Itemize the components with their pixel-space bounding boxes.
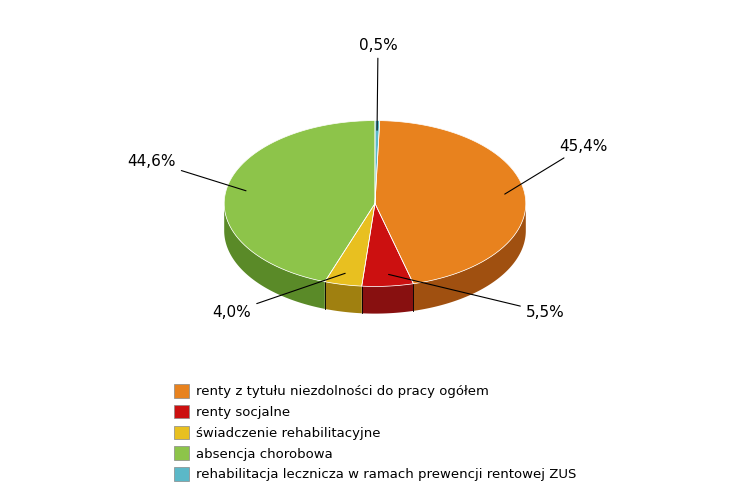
Polygon shape: [362, 284, 413, 313]
Polygon shape: [362, 204, 413, 286]
Polygon shape: [325, 204, 375, 286]
Polygon shape: [413, 204, 526, 311]
Text: 44,6%: 44,6%: [128, 154, 246, 191]
Text: 4,0%: 4,0%: [212, 274, 345, 320]
Polygon shape: [325, 282, 362, 313]
Text: 0,5%: 0,5%: [358, 38, 398, 130]
Polygon shape: [375, 121, 526, 284]
Text: 45,4%: 45,4%: [505, 139, 608, 194]
Polygon shape: [224, 204, 325, 309]
Legend: renty z tytułu niezdolności do pracy ogółem, renty socjalne, świadczenie rehabil: renty z tytułu niezdolności do pracy ogó…: [170, 380, 580, 486]
Text: 5,5%: 5,5%: [388, 275, 565, 320]
Polygon shape: [375, 121, 380, 204]
Polygon shape: [224, 121, 375, 282]
